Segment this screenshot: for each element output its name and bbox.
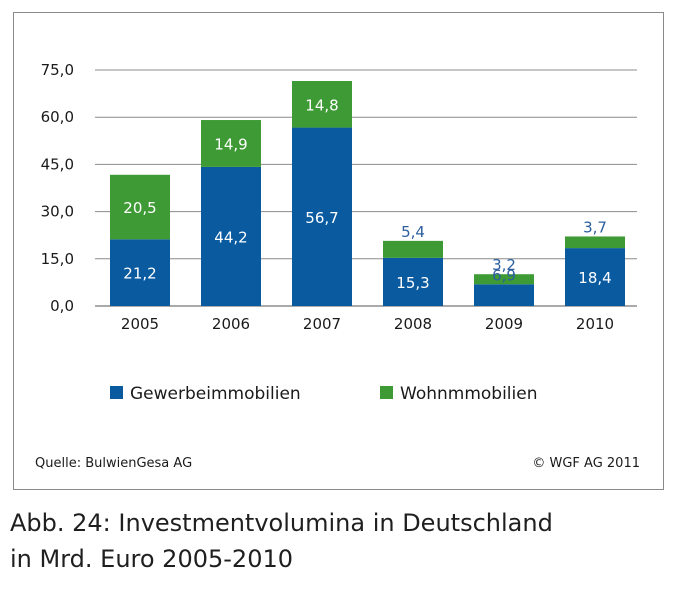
y-tick-label-4: 60,0 xyxy=(41,108,74,126)
data-label-gewerbeimmobilien-2006: 44,2 xyxy=(214,228,247,246)
figure-caption: Abb. 24: Investmentvolumina in Deutschla… xyxy=(10,505,553,577)
data-label-wohnmmobilien-2005: 20,5 xyxy=(123,199,156,217)
x-tick-label-2006: 2006 xyxy=(212,315,250,333)
data-label-gewerbeimmobilien-2009: 6,9 xyxy=(492,266,516,284)
copyright-note: © WGF AG 2011 xyxy=(532,456,640,471)
x-tick-label-2009: 2009 xyxy=(485,315,523,333)
bar-gewerbeimmobilien-2008 xyxy=(383,257,443,306)
data-label-gewerbeimmobilien-2005: 21,2 xyxy=(123,265,156,283)
bar-wohnmmobilien-2009 xyxy=(474,274,534,285)
legend-swatch-gewerbeimmobilien xyxy=(110,386,123,399)
x-tick-label-2005: 2005 xyxy=(121,315,159,333)
data-label-gewerbeimmobilien-2010: 18,4 xyxy=(578,269,611,287)
bar-wohnmmobilien-2008 xyxy=(383,240,443,258)
legend-label-gewerbeimmobilien: Gewerbeimmobilien xyxy=(130,384,301,404)
bar-wohnmmobilien-2007 xyxy=(292,81,352,128)
y-tick-label-3: 45,0 xyxy=(41,155,74,173)
data-label-wohnmmobilien-2009: 3,2 xyxy=(492,256,516,274)
data-label-wohnmmobilien-2006: 14,9 xyxy=(214,135,247,153)
x-tick-label-2008: 2008 xyxy=(394,315,432,333)
bar-wohnmmobilien-2010 xyxy=(565,236,625,249)
y-tick-label-2: 30,0 xyxy=(41,203,74,221)
data-label-gewerbeimmobilien-2007: 56,7 xyxy=(305,209,338,227)
legend-swatch-wohnmmobilien xyxy=(380,386,393,399)
source-note: Quelle: BulwienGesa AG xyxy=(35,456,193,471)
data-label-wohnmmobilien-2008: 5,4 xyxy=(401,223,425,241)
y-tick-label-0: 0,0 xyxy=(50,297,74,315)
data-label-wohnmmobilien-2010: 3,7 xyxy=(583,218,607,236)
y-tick-label-1: 15,0 xyxy=(41,250,74,268)
caption-line-2: in Mrd. Euro 2005-2010 xyxy=(10,545,293,573)
data-label-gewerbeimmobilien-2008: 15,3 xyxy=(396,274,429,292)
bar-wohnmmobilien-2006 xyxy=(201,120,261,167)
caption-line-1: Abb. 24: Investmentvolumina in Deutschla… xyxy=(10,509,553,537)
x-tick-label-2007: 2007 xyxy=(303,315,341,333)
data-label-wohnmmobilien-2007: 14,8 xyxy=(305,96,338,114)
bar-wohnmmobilien-2005 xyxy=(110,174,170,240)
bar-gewerbeimmobilien-2007 xyxy=(292,127,352,306)
bar-gewerbeimmobilien-2010 xyxy=(565,248,625,306)
bar-gewerbeimmobilien-2009 xyxy=(474,284,534,306)
bar-gewerbeimmobilien-2006 xyxy=(201,166,261,306)
x-tick-label-2010: 2010 xyxy=(576,315,614,333)
legend-label-wohnmmobilien: Wohnmmobilien xyxy=(400,384,537,404)
bar-gewerbeimmobilien-2005 xyxy=(110,239,170,306)
y-tick-label-5: 75,0 xyxy=(41,61,74,79)
chart-frame xyxy=(13,12,664,490)
